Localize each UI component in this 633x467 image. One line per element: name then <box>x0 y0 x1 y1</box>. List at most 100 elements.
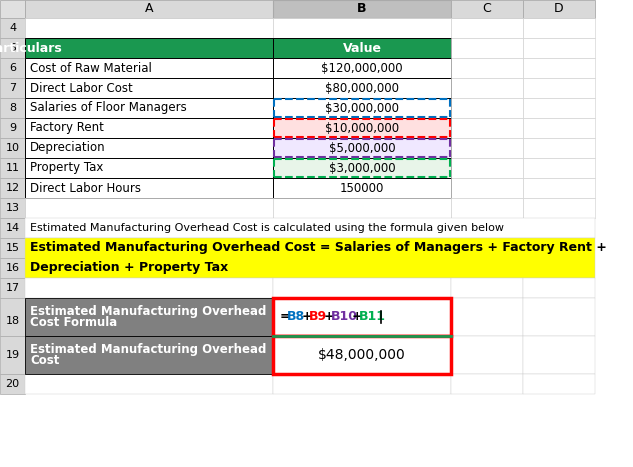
Bar <box>273 336 451 374</box>
Bar <box>0 278 25 298</box>
Text: $80,000,000: $80,000,000 <box>325 82 399 94</box>
Text: Salaries of Floor Managers: Salaries of Floor Managers <box>30 101 187 114</box>
Bar <box>523 178 595 198</box>
Text: 9: 9 <box>9 123 16 133</box>
Bar <box>25 238 595 278</box>
Text: $120,000,000: $120,000,000 <box>321 62 403 75</box>
Text: Direct Labor Cost: Direct Labor Cost <box>30 82 133 94</box>
Bar <box>25 278 273 298</box>
Bar <box>25 336 273 374</box>
Bar <box>451 158 523 178</box>
Bar <box>451 298 523 336</box>
Bar <box>273 298 451 336</box>
Bar <box>523 158 595 178</box>
Text: 16: 16 <box>6 263 20 273</box>
Bar <box>273 0 451 18</box>
Bar <box>0 38 25 58</box>
Text: 11: 11 <box>6 163 20 173</box>
Bar <box>523 298 595 336</box>
Bar <box>0 78 25 98</box>
Bar <box>451 58 523 78</box>
Text: $5,000,000: $5,000,000 <box>329 142 396 155</box>
Bar <box>523 336 595 374</box>
Text: A: A <box>145 2 153 15</box>
Bar <box>273 98 451 118</box>
Bar <box>0 138 25 158</box>
Text: Estimated Manufacturing Overhead: Estimated Manufacturing Overhead <box>30 304 266 318</box>
Text: =: = <box>280 311 291 324</box>
Text: Property Tax: Property Tax <box>30 162 103 175</box>
Text: Cost: Cost <box>30 354 60 368</box>
Bar <box>273 138 451 158</box>
Bar <box>25 138 273 158</box>
Text: D: D <box>554 2 564 15</box>
Text: Cost of Raw Material: Cost of Raw Material <box>30 62 152 75</box>
Bar <box>451 78 523 98</box>
Text: Depreciation: Depreciation <box>30 142 106 155</box>
Bar <box>0 298 25 336</box>
Text: +: + <box>323 311 334 324</box>
Text: B11: B11 <box>359 311 386 324</box>
Text: B8: B8 <box>287 311 305 324</box>
Bar <box>273 118 451 138</box>
Bar <box>273 198 451 218</box>
Text: Value: Value <box>342 42 382 55</box>
Bar <box>25 58 273 78</box>
Text: 7: 7 <box>9 83 16 93</box>
Bar <box>0 178 25 198</box>
Bar <box>0 158 25 178</box>
Bar <box>25 298 273 336</box>
Text: +: + <box>301 311 312 324</box>
Bar <box>523 78 595 98</box>
Text: B10: B10 <box>330 311 358 324</box>
Text: Estimated Manufacturing Overhead: Estimated Manufacturing Overhead <box>30 342 266 355</box>
Bar <box>0 58 25 78</box>
Bar <box>451 198 523 218</box>
Bar <box>523 18 595 38</box>
Text: 8: 8 <box>9 103 16 113</box>
Text: 6: 6 <box>9 63 16 73</box>
Bar <box>0 198 25 218</box>
Bar <box>25 98 273 118</box>
Text: +: + <box>352 311 363 324</box>
Bar <box>523 38 595 58</box>
Bar <box>273 278 451 298</box>
Text: 18: 18 <box>6 316 20 326</box>
Bar <box>451 278 523 298</box>
Bar <box>273 18 451 38</box>
Text: 12: 12 <box>6 183 20 193</box>
Bar <box>273 374 451 394</box>
Text: 150000: 150000 <box>340 182 384 194</box>
Text: 10: 10 <box>6 143 20 153</box>
Text: B: B <box>357 2 367 15</box>
Bar <box>0 0 25 18</box>
Bar <box>523 138 595 158</box>
Bar <box>451 0 523 18</box>
Bar <box>273 78 451 98</box>
Bar <box>273 38 451 58</box>
Bar <box>0 238 25 258</box>
Text: Particulars: Particulars <box>0 42 63 55</box>
Bar <box>25 218 595 238</box>
Text: 5: 5 <box>9 43 16 53</box>
Bar <box>25 198 273 218</box>
Text: 20: 20 <box>6 379 20 389</box>
Bar <box>451 336 523 374</box>
Bar <box>0 98 25 118</box>
Bar <box>25 118 273 138</box>
Text: $10,000,000: $10,000,000 <box>325 121 399 134</box>
Text: Direct Labor Hours: Direct Labor Hours <box>30 182 141 194</box>
Text: C: C <box>482 2 491 15</box>
Bar <box>523 374 595 394</box>
Text: 4: 4 <box>9 23 16 33</box>
Text: 15: 15 <box>6 243 20 253</box>
Text: Cost Formula: Cost Formula <box>30 317 117 330</box>
Bar <box>451 18 523 38</box>
Text: 19: 19 <box>6 350 20 360</box>
Bar <box>451 374 523 394</box>
Text: 17: 17 <box>6 283 20 293</box>
Text: 13: 13 <box>6 203 20 213</box>
Bar <box>451 98 523 118</box>
Bar <box>25 178 273 198</box>
Bar <box>273 58 451 78</box>
